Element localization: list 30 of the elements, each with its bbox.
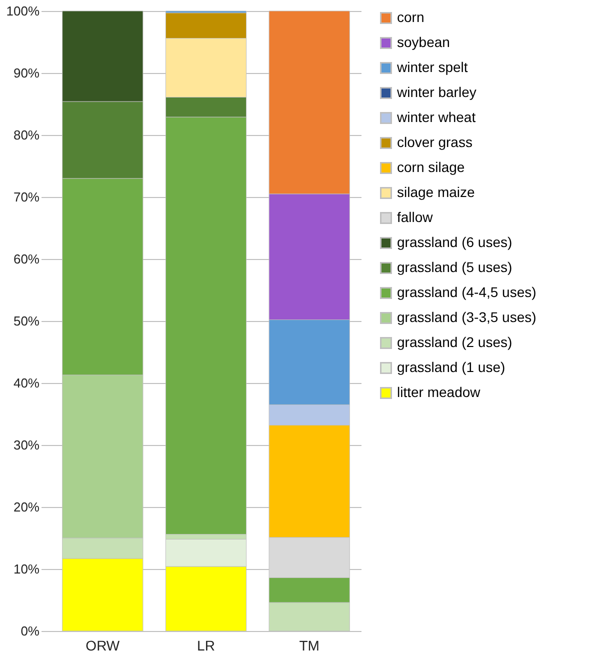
legend-label: grassland (4-4,5 uses) bbox=[397, 284, 536, 300]
legend-label: grassland (1 use) bbox=[397, 359, 506, 375]
x-tick-label: LR bbox=[197, 638, 215, 654]
legend-label: corn silage bbox=[397, 159, 465, 175]
y-tick-label: 80% bbox=[13, 128, 40, 142]
legend-label: fallow bbox=[397, 209, 434, 225]
y-tick-label: 20% bbox=[13, 500, 40, 514]
legend-label: winter spelt bbox=[396, 59, 468, 75]
y-tick-label: 0% bbox=[20, 624, 40, 638]
legend-label: grassland (3-3,5 uses) bbox=[397, 309, 536, 325]
legend-label: winter wheat bbox=[396, 109, 476, 125]
legend-label: litter meadow bbox=[397, 384, 482, 400]
legend-label: silage maize bbox=[397, 184, 476, 200]
y-tick-label: 90% bbox=[13, 66, 40, 80]
y-tick-label: 40% bbox=[13, 376, 40, 390]
y-tick-label: 50% bbox=[13, 314, 40, 328]
y-tick-label: 30% bbox=[13, 438, 40, 452]
y-tick-label: 60% bbox=[13, 252, 40, 266]
legend-label: clover grass bbox=[397, 134, 472, 150]
legend-label: soybean bbox=[397, 34, 450, 50]
legend-label: grassland (2 uses) bbox=[397, 334, 512, 350]
legend-label: grassland (6 uses) bbox=[397, 234, 512, 250]
y-tick-label: 10% bbox=[13, 562, 40, 576]
legend-label: corn bbox=[397, 9, 424, 25]
y-tick-label: 70% bbox=[13, 190, 40, 204]
x-tick-label: TM bbox=[299, 638, 320, 654]
y-tick-label: 100% bbox=[6, 4, 40, 18]
x-tick-label: ORW bbox=[86, 638, 120, 654]
legend-label: winter barley bbox=[396, 84, 476, 100]
legend-label: grassland (5 uses) bbox=[397, 259, 512, 275]
